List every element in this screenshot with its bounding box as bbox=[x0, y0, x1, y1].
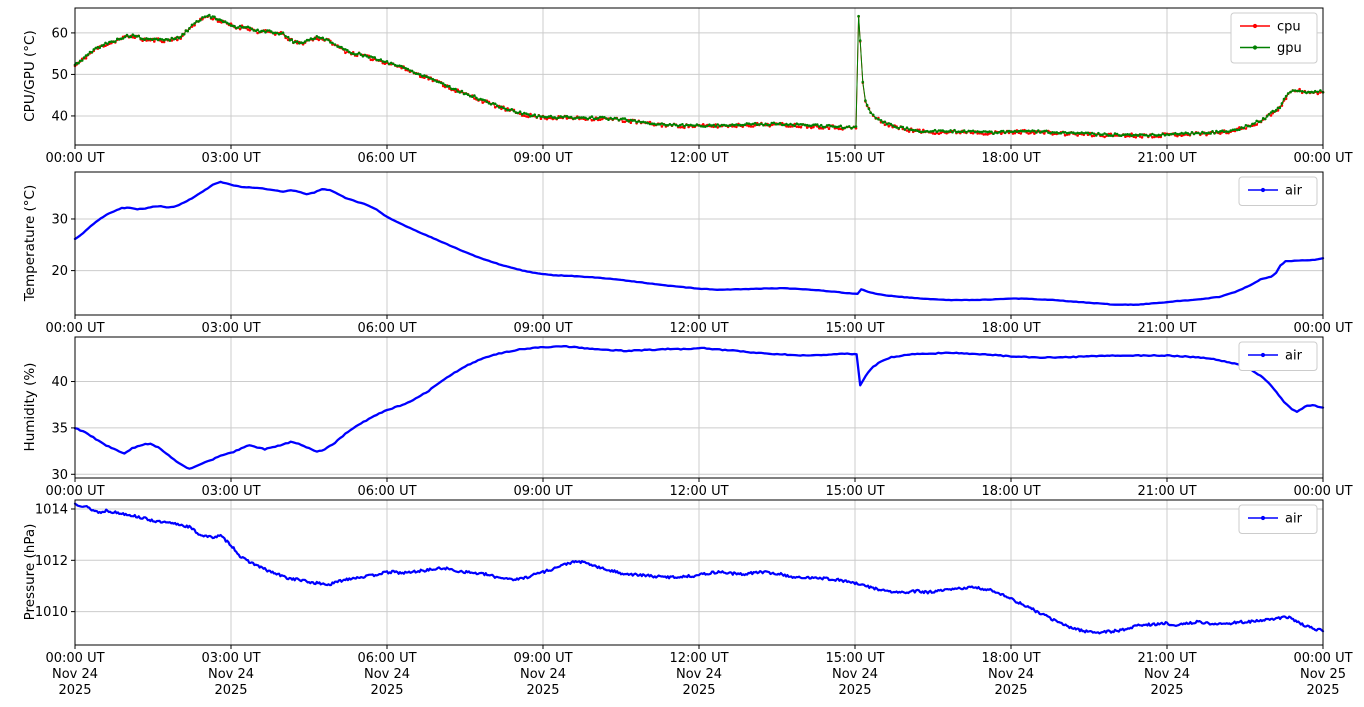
x-tick-label: 12:00 UT bbox=[669, 321, 728, 336]
legend-marker-dot bbox=[1260, 515, 1266, 521]
x-tick-label: 21:00 UT bbox=[1137, 484, 1196, 499]
x-tick-year-label: 2025 bbox=[1306, 683, 1339, 698]
x-tick-year-label: 2025 bbox=[214, 683, 247, 698]
legend-label: air bbox=[1285, 512, 1303, 527]
x-tick-year-label: 2025 bbox=[682, 683, 715, 698]
x-tick-label: 00:00 UT bbox=[1293, 484, 1352, 499]
x-tick-year-label: 2025 bbox=[838, 683, 871, 698]
legend-label: air bbox=[1285, 184, 1303, 199]
x-tick-label: 00:00 UT bbox=[45, 151, 104, 166]
x-tick-label: 03:00 UT bbox=[201, 651, 260, 666]
x-tick-label: 00:00 UT bbox=[45, 484, 104, 499]
x-tick-label: 15:00 UT bbox=[825, 484, 884, 499]
y-tick-label: 1010 bbox=[35, 605, 68, 620]
y-tick-label: 1012 bbox=[35, 554, 68, 569]
x-tick-label: 18:00 UT bbox=[981, 651, 1040, 666]
x-tick-label: 18:00 UT bbox=[981, 321, 1040, 336]
x-tick-date-label: Nov 24 bbox=[364, 667, 410, 682]
x-tick-label: 09:00 UT bbox=[513, 484, 572, 499]
x-tick-label: 03:00 UT bbox=[201, 321, 260, 336]
x-tick-label: 09:00 UT bbox=[513, 321, 572, 336]
x-tick-label: 12:00 UT bbox=[669, 484, 728, 499]
legend-marker-dot bbox=[1252, 45, 1258, 50]
x-tick-label: 21:00 UT bbox=[1137, 651, 1196, 666]
x-tick-date-label: Nov 24 bbox=[208, 667, 254, 682]
x-tick-label: 06:00 UT bbox=[357, 484, 416, 499]
y-tick-label: 40 bbox=[51, 375, 68, 390]
x-tick-date-label: Nov 25 bbox=[1300, 667, 1346, 682]
x-tick-date-label: Nov 24 bbox=[520, 667, 566, 682]
legend-label: air bbox=[1285, 349, 1303, 364]
x-tick-year-label: 2025 bbox=[370, 683, 403, 698]
x-tick-label: 06:00 UT bbox=[357, 651, 416, 666]
x-tick-label: 12:00 UT bbox=[669, 651, 728, 666]
x-tick-label: 09:00 UT bbox=[513, 651, 572, 666]
x-tick-date-label: Nov 24 bbox=[832, 667, 878, 682]
x-tick-label: 03:00 UT bbox=[201, 151, 260, 166]
x-tick-label: 18:00 UT bbox=[981, 484, 1040, 499]
x-tick-label: 00:00 UT bbox=[1293, 321, 1352, 336]
x-tick-label: 09:00 UT bbox=[513, 151, 572, 166]
y-tick-label: 35 bbox=[51, 421, 68, 436]
series-line-air bbox=[73, 345, 1325, 470]
x-tick-date-label: Nov 24 bbox=[52, 667, 98, 682]
x-tick-label: 00:00 UT bbox=[45, 321, 104, 336]
subplot-2: 00:00 UT 03:00 UT 06:00 UT 09:00 UT 12:00 UT… bbox=[45, 336, 1353, 499]
legend-marker-dot bbox=[1260, 187, 1266, 193]
series-line-air bbox=[73, 180, 1325, 306]
legend-box bbox=[1230, 12, 1318, 64]
x-tick-label: 15:00 UT bbox=[825, 321, 884, 336]
x-tick-date-label: Nov 24 bbox=[988, 667, 1034, 682]
legend-label: gpu bbox=[1277, 41, 1302, 56]
x-tick-label: 03:00 UT bbox=[201, 484, 260, 499]
x-tick-label: 06:00 UT bbox=[357, 321, 416, 336]
legend-marker-dot bbox=[1252, 23, 1258, 29]
x-tick-date-label: Nov 24 bbox=[676, 667, 722, 682]
subplot-0: 00:00 UT 03:00 UT 06:00 UT 09:00 UT 12:00 UT… bbox=[45, 7, 1353, 166]
x-tick-label: 00:00 UT bbox=[1293, 151, 1352, 166]
subplot-1: 00:00 UT 03:00 UT 06:00 UT 09:00 UT 12:00 UT… bbox=[45, 171, 1353, 336]
legend-box bbox=[1238, 504, 1318, 534]
x-tick-year-label: 2025 bbox=[526, 683, 559, 698]
y-tick-label: 40 bbox=[51, 109, 68, 124]
x-tick-label: 06:00 UT bbox=[357, 151, 416, 166]
x-tick-year-label: 2025 bbox=[994, 683, 1027, 698]
x-tick-label: 00:00 UT bbox=[45, 651, 104, 666]
y-tick-label: 50 bbox=[51, 68, 68, 83]
series-line-air bbox=[73, 502, 1325, 635]
x-tick-label: 18:00 UT bbox=[981, 151, 1040, 166]
y-tick-label: 60 bbox=[51, 26, 68, 41]
x-tick-label: 21:00 UT bbox=[1137, 151, 1196, 166]
x-tick-year-label: 2025 bbox=[1150, 683, 1183, 698]
y-tick-label: 30 bbox=[51, 468, 68, 483]
x-tick-year-label: 2025 bbox=[58, 683, 91, 698]
y-tick-label: 1014 bbox=[35, 502, 68, 517]
x-tick-label: 15:00 UT bbox=[825, 651, 884, 666]
legend-label: cpu bbox=[1277, 20, 1301, 35]
x-tick-label: 21:00 UT bbox=[1137, 321, 1196, 336]
legend-box bbox=[1238, 341, 1318, 371]
y-tick-label: 30 bbox=[51, 212, 68, 227]
x-tick-label: 12:00 UT bbox=[669, 151, 728, 166]
x-tick-date-label: Nov 24 bbox=[1144, 667, 1190, 682]
y-tick-label: 20 bbox=[51, 264, 68, 279]
x-tick-label: 15:00 UT bbox=[825, 151, 884, 166]
x-tick-label: 00:00 UT bbox=[1293, 651, 1352, 666]
legend-marker-dot bbox=[1260, 352, 1266, 358]
legend-box bbox=[1238, 176, 1318, 206]
